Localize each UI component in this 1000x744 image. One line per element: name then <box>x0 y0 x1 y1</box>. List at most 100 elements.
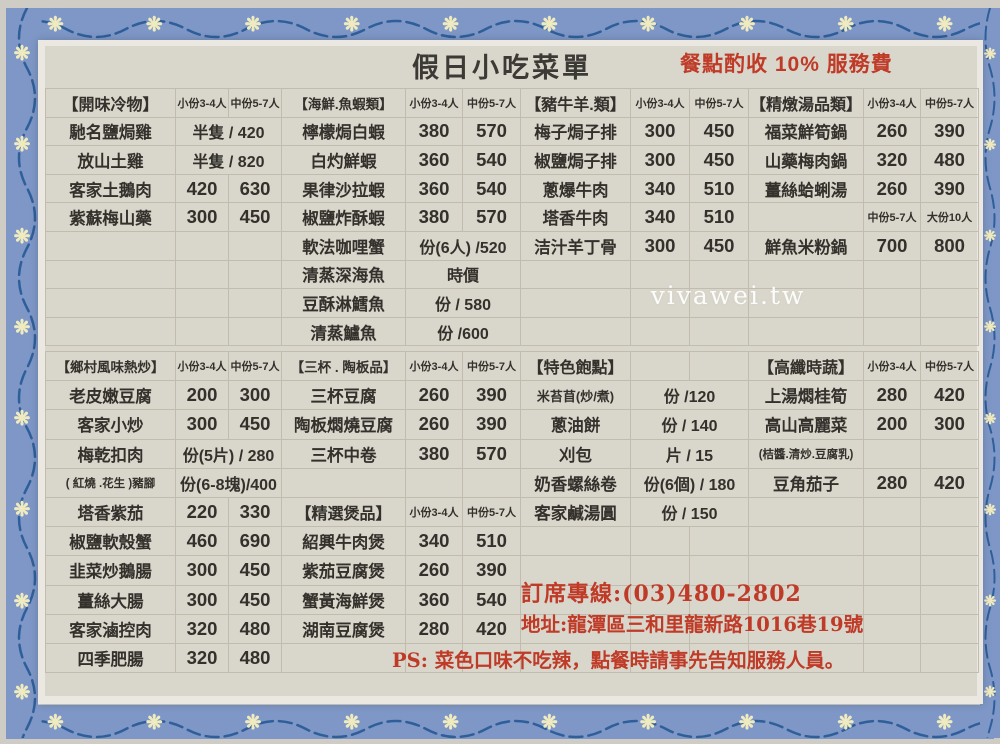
price-small-portion: 320 <box>176 614 229 644</box>
price-span: 份 / 140 <box>631 410 749 440</box>
menu-row <box>46 260 282 290</box>
price-medium-portion: 450 <box>229 410 282 440</box>
decorative-border-right: ❋ ❋ ❋ ❋ ❋ ❋ ❋ ❋ <box>980 8 1000 738</box>
col-header-medium: 中份5-7人 <box>229 352 282 382</box>
price-medium-portion: 450 <box>690 117 749 147</box>
empty-cell <box>921 585 979 615</box>
dish-name: 三杯中卷 <box>282 439 406 469</box>
price-small-portion: 220 <box>176 497 229 528</box>
dish-name: 高山高麗菜 <box>749 410 864 440</box>
price-medium-portion: 300 <box>921 410 979 440</box>
menu-row <box>749 643 979 674</box>
price-small-portion: 280 <box>864 468 921 498</box>
empty-cell <box>749 203 864 232</box>
empty-cell <box>631 614 690 644</box>
col-header-medium: 中份5-7人 <box>921 352 979 382</box>
empty-cell <box>46 260 176 290</box>
empty-cell <box>46 289 176 318</box>
empty-cell <box>749 260 864 290</box>
price-medium-portion: 390 <box>463 556 521 586</box>
empty-cell <box>46 231 176 261</box>
menu-row: 奶香螺絲卷 份(6個) / 180 <box>521 468 749 498</box>
empty-cell <box>921 289 979 318</box>
empty-cell <box>282 643 406 674</box>
dish-name: 白灼鮮蝦 <box>282 146 406 175</box>
section-title: 【三杯 . 陶板品】 <box>282 352 406 382</box>
menu-row: 三杯中卷 380 570 <box>282 439 521 469</box>
price-medium-portion: 390 <box>463 410 521 440</box>
menu-row: 梅子焗子排 300 450 <box>521 117 749 147</box>
price-medium-portion: 450 <box>690 231 749 261</box>
empty-cell <box>690 527 749 557</box>
price-small-portion: 700 <box>864 231 921 261</box>
dish-name: 陶板燜燒豆腐 <box>282 410 406 440</box>
col-header-medium: 中份5-7人 <box>463 498 521 528</box>
menu-print-area <box>45 46 977 696</box>
menu-row: (桔醬.清炒.豆腐乳) <box>749 439 979 469</box>
page-title: 假日小吃菜單 <box>412 53 592 83</box>
flower-border-icon: ❋ ❋ ❋ ❋ ❋ ❋ ❋ ❋ <box>983 45 997 702</box>
price-medium-portion: 540 <box>463 174 521 204</box>
price-medium-portion: 420 <box>921 381 979 411</box>
col-header-medium: 中份5-7人 <box>463 89 521 118</box>
price-small-portion <box>864 439 921 469</box>
menu-row: 塔香牛肉 340 510 <box>521 203 749 232</box>
menu-row: 【高纖時蔬】 小份3-4人 中份5-7人 <box>749 352 979 382</box>
col-header-medium: 中份5-7人 <box>229 89 282 118</box>
menu-row: ( 紅燒 .花生 )豬腳 份(6-8塊)/400 <box>46 468 282 498</box>
price-small-portion: 360 <box>406 585 463 615</box>
section-soups: 【精燉湯品類】 小份3-4人 中份5-7人 福菜鮮筍鍋 260 390 山藥梅肉鍋 320 48… <box>748 88 979 347</box>
col-header-small: 中份5-7人 <box>864 203 921 232</box>
dish-name: 塔香紫茄 <box>46 497 176 528</box>
col-header-medium <box>690 352 749 382</box>
menu-row: 米苔苜(炒/煮) 份 /120 <box>521 381 749 411</box>
dish-name: 老皮嫩豆腐 <box>46 381 176 411</box>
empty-cell <box>176 260 229 290</box>
menu-row <box>749 497 979 528</box>
menu-row <box>282 468 521 498</box>
col-header-small: 小份3-4人 <box>406 498 463 528</box>
price-small-portion: 380 <box>406 117 463 147</box>
decorative-border-top: ❋ ❋ ❋ ❋ ❋ ❋ ❋ ❋ ❋ ❋ <box>6 8 994 40</box>
col-header-small <box>631 352 690 382</box>
section-title: 【海鮮.魚蝦類】 <box>282 89 406 118</box>
menu-row <box>749 317 979 347</box>
price-small-portion: 360 <box>406 146 463 175</box>
empty-cell <box>521 289 631 318</box>
section-title: 【特色飽點】 <box>521 352 631 382</box>
price-span: 時價 <box>406 260 521 290</box>
menu-row: 【豬牛羊.類】 小份3-4人 中份5-7人 <box>521 89 749 118</box>
price-medium-portion: 540 <box>463 146 521 175</box>
price-span: 片 / 15 <box>631 439 749 469</box>
dish-name: 刈包 <box>521 439 631 469</box>
col-header-small: 小份3-4人 <box>406 89 463 118</box>
price-small-portion: 340 <box>631 174 690 204</box>
price-small-portion: 260 <box>406 556 463 586</box>
col-header-small: 小份3-4人 <box>864 352 921 382</box>
price-medium-portion: 390 <box>463 381 521 411</box>
empty-cell <box>921 260 979 290</box>
empty-cell <box>921 527 979 557</box>
price-medium-portion: 570 <box>463 203 521 232</box>
col-header-medium: 中份5-7人 <box>463 352 521 382</box>
col-header-medium: 中份5-7人 <box>921 89 979 118</box>
dish-name: 客家鹹湯圓 <box>521 497 631 528</box>
dish-name: 上湯燜桂筍 <box>749 381 864 411</box>
price-small-portion: 260 <box>864 174 921 204</box>
menu-row: 清蒸鱸魚份 /600 <box>282 317 521 347</box>
menu-row: 鮮魚米粉鍋 700 800 <box>749 231 979 261</box>
empty-cell <box>864 643 921 674</box>
price-small-portion: 460 <box>176 527 229 557</box>
price-medium-portion: 420 <box>463 614 521 644</box>
price-medium-portion: 480 <box>921 146 979 175</box>
dish-name: 梅子焗子排 <box>521 117 631 147</box>
price-medium-portion: 510 <box>690 174 749 204</box>
dish-name: 薑絲蛤蜊湯 <box>749 174 864 204</box>
dish-name: 湖南豆腐煲 <box>282 614 406 644</box>
price-small-portion: 320 <box>864 146 921 175</box>
price-medium-portion: 690 <box>229 527 282 557</box>
menu-row: 福菜鮮筍鍋 260 390 <box>749 117 979 147</box>
price-small-portion: 340 <box>631 203 690 232</box>
decorative-border-left: ❋ ❋ ❋ ❋ ❋ ❋ ❋ ❋ <box>6 8 38 738</box>
